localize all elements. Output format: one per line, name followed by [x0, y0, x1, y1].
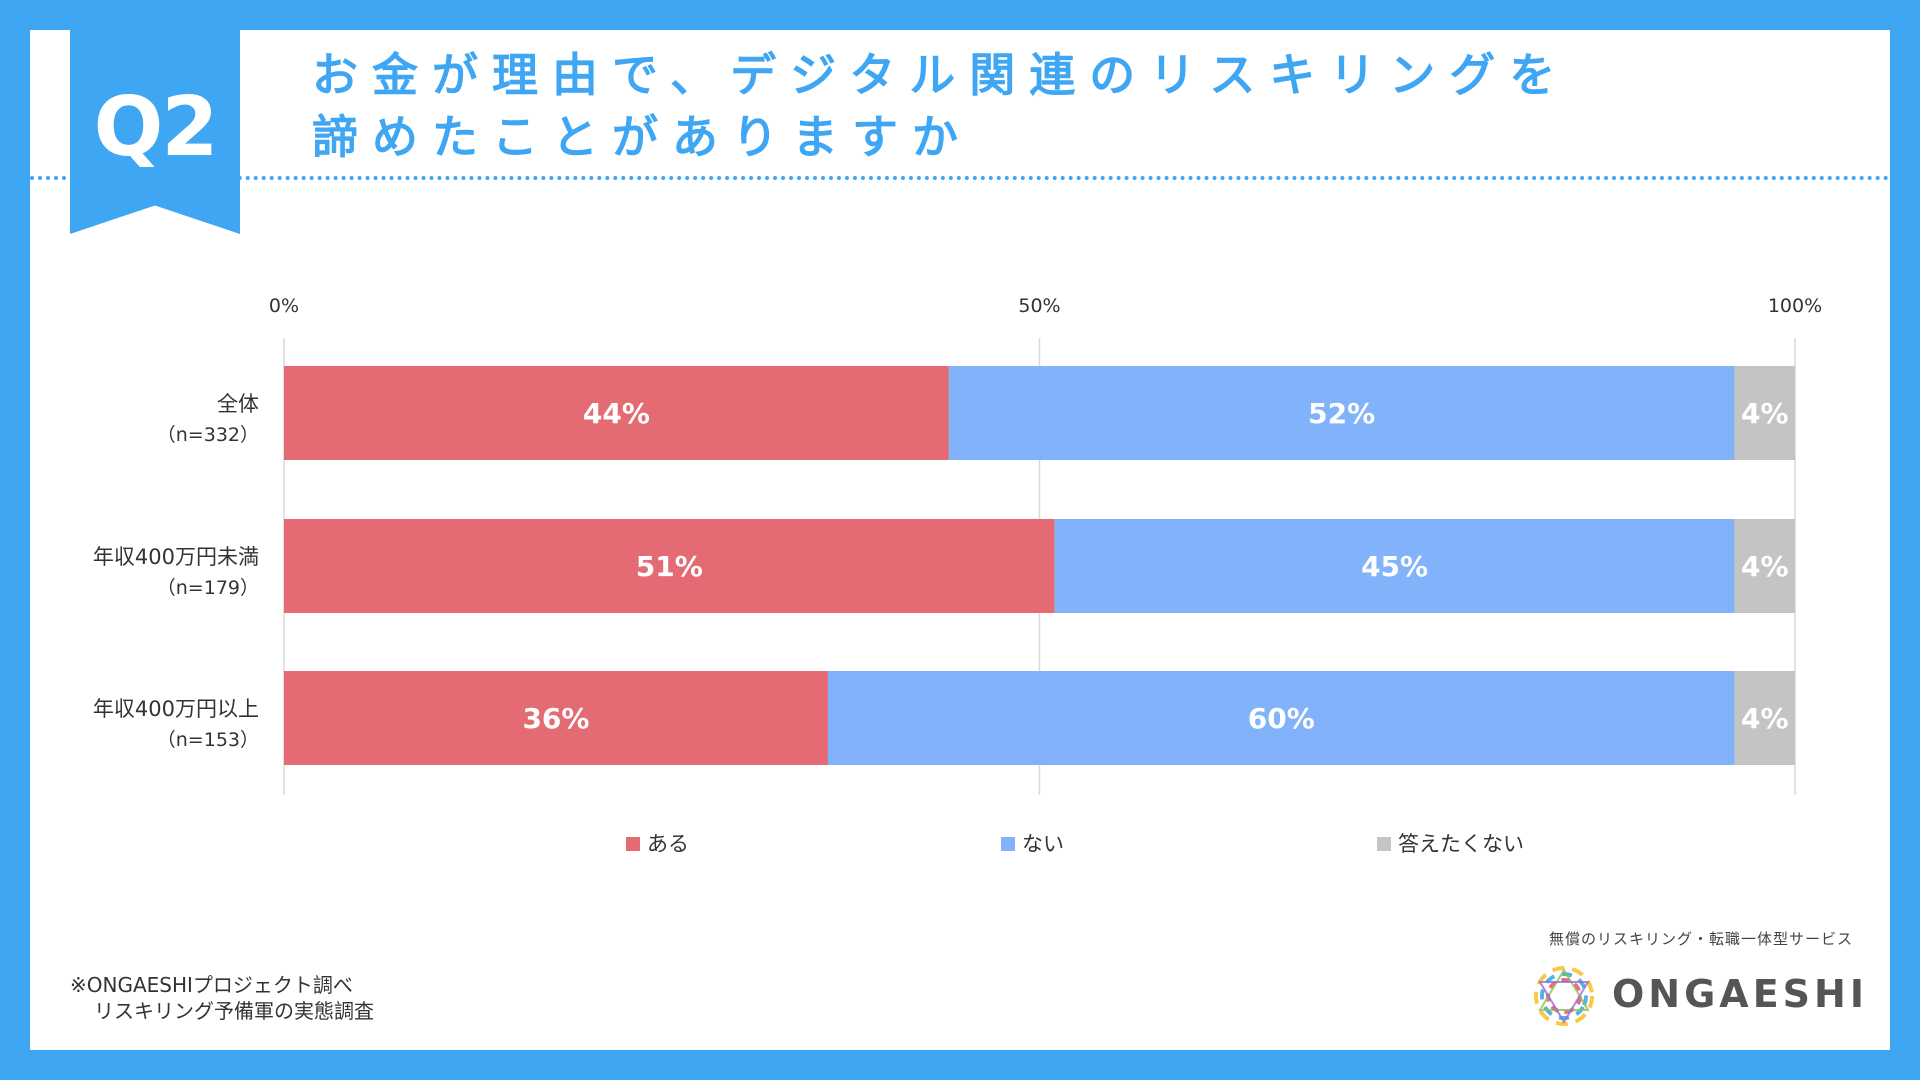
legend-swatch [1377, 837, 1391, 851]
data-label: 45% [1361, 550, 1428, 583]
data-label: 36% [522, 702, 589, 735]
category-sample-size: （n=153） [157, 729, 259, 751]
question-number: Q2 [93, 80, 219, 175]
legend-item: ある [626, 832, 689, 856]
bar-segment [1734, 366, 1795, 460]
legend-label: ない [1022, 832, 1064, 856]
legend-item: ない [1001, 832, 1064, 856]
y-axis-categories: 全体 （n=332） 年収400万円未満 （n=179） 年収400万円以上 （n=153… [93, 392, 259, 751]
data-label: 51% [636, 550, 703, 583]
brand-name: ONGAESHI [1612, 972, 1868, 1016]
category-sample-size: （n=179） [157, 577, 259, 599]
bar-row: 36% 60% 4% [284, 671, 1795, 765]
bar-segment [284, 366, 949, 460]
category-label: 年収400万円以上 [93, 697, 259, 721]
source-note-line-2: リスキリング予備軍の実態調査 [94, 999, 374, 1023]
category-label: 年収400万円未満 [93, 545, 259, 569]
question-title-line-2: 諦めたことがありますか [312, 110, 972, 164]
source-note-line-1: ※ONGAESHIプロジェクト調べ [70, 973, 353, 997]
bar-segment [284, 671, 828, 765]
ongaeshi-logo-icon [1534, 966, 1594, 1026]
bar-segment [1734, 519, 1795, 613]
bar-row: 44% 52% 4% [284, 366, 1795, 460]
chart-bars: 44% 52% 4% 51% 45% 4% 36% 60% 4% [284, 366, 1795, 765]
category-label: 全体 [217, 392, 259, 416]
legend-swatch [1001, 837, 1015, 851]
legend-item: 答えたくない [1377, 832, 1524, 856]
bar-row: 51% 45% 4% [284, 519, 1795, 613]
x-tick-label: 0% [269, 295, 299, 317]
chart-legend: ある ない 答えたくない [626, 832, 1524, 856]
bar-segment [1734, 671, 1795, 765]
bar-segment [1054, 519, 1735, 613]
category-sample-size: （n=332） [157, 424, 259, 446]
data-label: 4% [1741, 397, 1789, 430]
data-label: 52% [1308, 397, 1375, 430]
title-divider [30, 176, 1890, 180]
legend-label: 答えたくない [1398, 832, 1524, 856]
x-tick-label: 50% [1018, 295, 1060, 317]
x-axis-ticks: 0% 50% 100% [269, 295, 1822, 317]
bar-segment [284, 519, 1055, 613]
question-title: お金が理由で、デジタル関連のリスキリングを 諦めたことがありますか [312, 44, 1569, 168]
data-label: 60% [1248, 702, 1315, 735]
data-label: 4% [1741, 702, 1789, 735]
source-note: ※ONGAESHIプロジェクト調べ リスキリング予備軍の実態調査 [70, 972, 374, 1024]
legend-label: ある [647, 832, 689, 856]
data-label: 44% [583, 397, 650, 430]
question-badge: Q2 [70, 30, 240, 234]
legend-swatch [626, 837, 640, 851]
brand-tagline: 無償のリスキリング・転職一体型サービス [1548, 930, 1853, 948]
data-label: 4% [1741, 550, 1789, 583]
bar-segment [948, 366, 1735, 460]
x-tick-label: 100% [1768, 295, 1822, 317]
bar-segment [827, 671, 1735, 765]
question-title-line-1: お金が理由で、デジタル関連のリスキリングを [312, 48, 1570, 102]
